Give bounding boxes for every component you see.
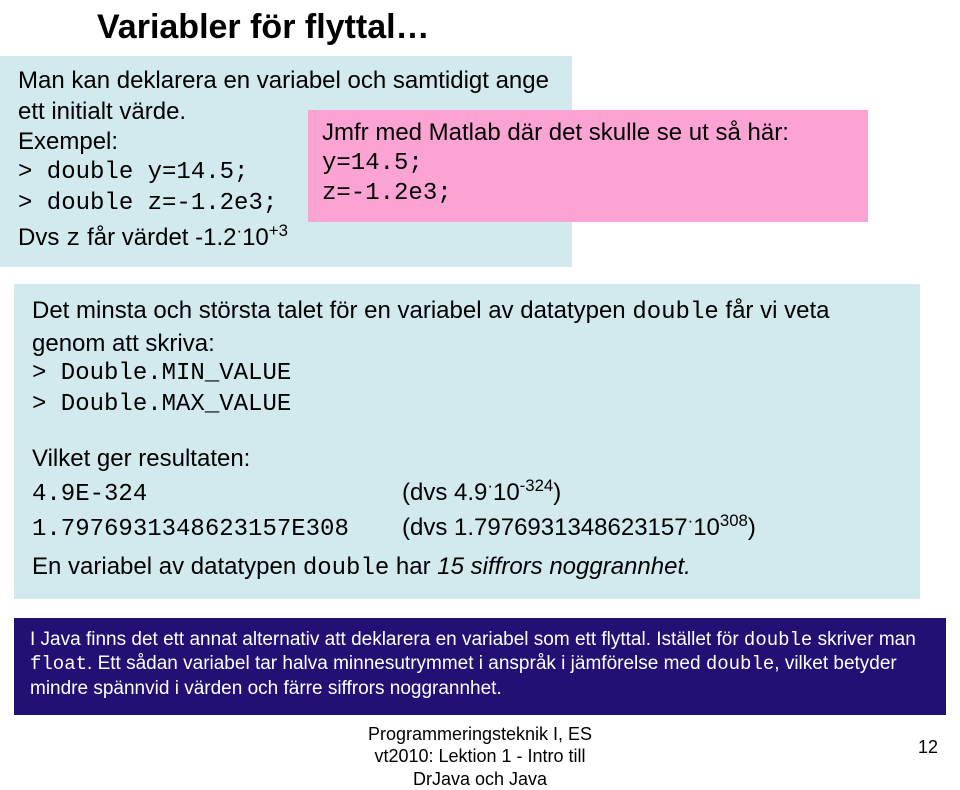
page-number: 12 [918,737,938,758]
minmax-box: Det minsta och största talet för en vari… [14,284,920,435]
float-t2: skriver man [812,629,915,650]
footer-line1: Programmeringsteknik I, ES [0,723,960,746]
float-t1: I Java finns det ett annat alternativ at… [30,629,744,650]
minmax-pre: Det minsta och största talet för en vari… [32,297,632,324]
matlab-note-box: Jmfr med Matlab där det skulle se ut så … [308,110,868,222]
results-r1-exp: -324 [520,476,554,495]
float-m2: float [30,653,87,675]
intro-line3-base: 10 [242,224,269,251]
results-r2-exp: 308 [720,511,748,530]
slide-footer: Programmeringsteknik I, ES vt2010: Lekti… [0,723,960,790]
results-head: Vilket ger resultaten: [32,444,902,475]
float-m3: double [706,653,774,675]
footer-line2: vt2010: Lektion 1 - Intro till [0,745,960,768]
footer-line3: DrJava och Java [0,768,960,790]
results-row1: 4.9E-324(dvs 4.9·10-324) [32,475,902,511]
float-note-box: I Java finns det ett annat alternativ at… [14,618,946,715]
results-box: Vilket ger resultaten: 4.9E-324(dvs 4.9·… [14,432,920,599]
slide-title: Variabler för flyttal… [97,8,430,47]
results-r1-post: ) [553,479,561,506]
results-tail-mid: har [389,553,437,580]
intro-line3-exp: +3 [269,221,288,240]
results-r1-pre: (dvs 4.9 [402,479,487,506]
intro-line3-mono: z [66,226,80,253]
minmax-text: Det minsta och största talet för en vari… [32,296,902,359]
minmax-code1: > Double.MIN_VALUE [32,359,902,390]
results-tail-mono: double [303,555,389,582]
results-r1-base: 10 [493,479,520,506]
results-tail: En variabel av datatypen double har 15 s… [32,552,902,585]
minmax-code2: > Double.MAX_VALUE [32,390,902,421]
results-r2-post: ) [748,514,756,541]
matlab-code2: z=-1.2e3; [322,179,854,210]
intro-line3: Dvs z får värdet -1.2·10+3 [18,220,554,256]
results-tail-pre: En variabel av datatypen [32,553,303,580]
float-m1: double [744,629,812,651]
results-row2: 1.7976931348623157E308(dvs 1.79769313486… [32,510,902,546]
results-r1-mono: 4.9E-324 [32,480,402,511]
intro-line3-mid: får värdet -1.2 [80,224,236,251]
intro-line3-pre: Dvs [18,224,66,251]
results-r2-pre: (dvs 1.7976931348623157 [402,514,688,541]
minmax-mono: double [632,299,718,326]
matlab-note-line1: Jmfr med Matlab där det skulle se ut så … [322,118,854,149]
float-t3: . Ett sådan variabel tar halva minnesutr… [87,653,706,674]
results-r2-base: 10 [693,514,720,541]
results-tail-ital: 15 siffrors noggrannhet. [437,553,691,580]
matlab-code1: y=14.5; [322,149,854,180]
results-r2-mono: 1.7976931348623157E308 [32,515,402,546]
